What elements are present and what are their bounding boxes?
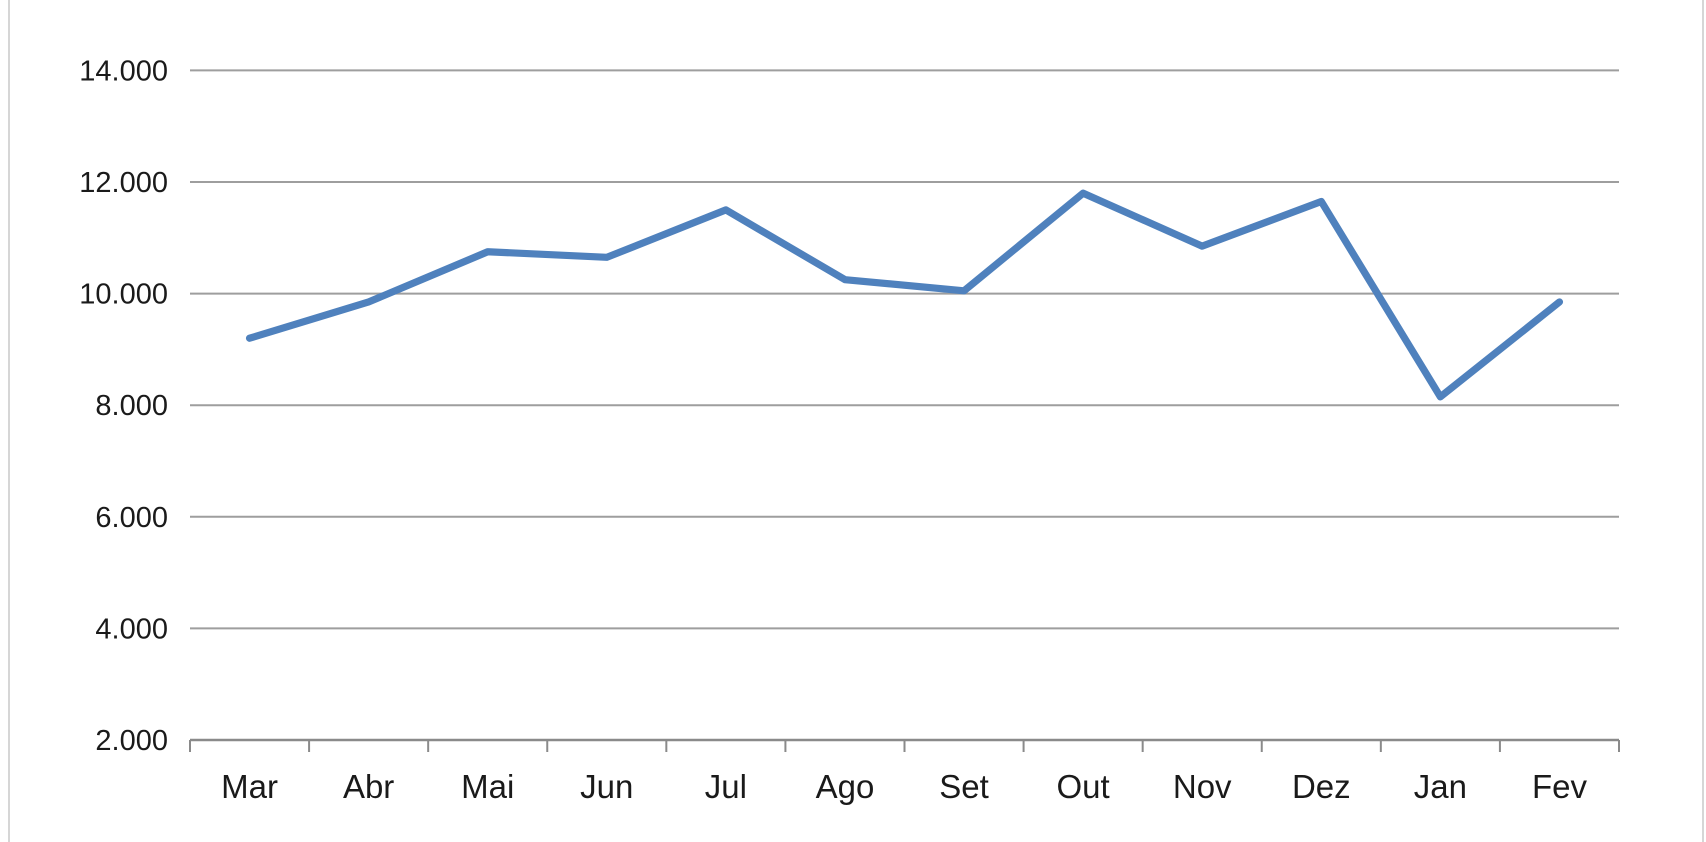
y-tick-label: 8.000	[95, 390, 168, 422]
x-category-label: Fev	[1532, 768, 1588, 805]
x-category-label: Dez	[1292, 768, 1351, 805]
series-line	[245, 189, 1564, 401]
x-category-label: Jan	[1414, 768, 1467, 805]
y-tick-label: 2.000	[95, 725, 168, 757]
y-axis-labels: 2.000 4.000 6.000 8.000 10.000 12.000 14.000	[79, 55, 168, 757]
y-tick-label: 6.000	[95, 502, 168, 534]
y-tick-label: 12.000	[79, 167, 168, 199]
data-series	[245, 189, 1564, 401]
x-category-label: Set	[939, 768, 989, 805]
x-category-label: Jun	[580, 768, 633, 805]
x-category-label: Abr	[343, 768, 394, 805]
y-tick-label: 14.000	[79, 55, 168, 87]
panel-left-border	[8, 0, 10, 842]
panel-right-border	[1702, 0, 1704, 842]
x-category-label: Out	[1057, 768, 1110, 805]
x-axis	[189, 738, 1620, 752]
x-category-label: Nov	[1173, 768, 1232, 805]
x-axis-labels: Mar Abr Mai Jun Jul Ago Set Out Nov Dez Jan Fev	[221, 768, 1587, 805]
y-tick-label: 4.000	[95, 613, 168, 645]
x-category-label: Mar	[221, 768, 278, 805]
x-category-label: Ago	[816, 768, 875, 805]
x-category-label: Mai	[461, 768, 514, 805]
x-category-label: Jul	[705, 768, 747, 805]
y-tick-label: 10.000	[79, 279, 168, 311]
gridlines	[190, 69, 1619, 630]
